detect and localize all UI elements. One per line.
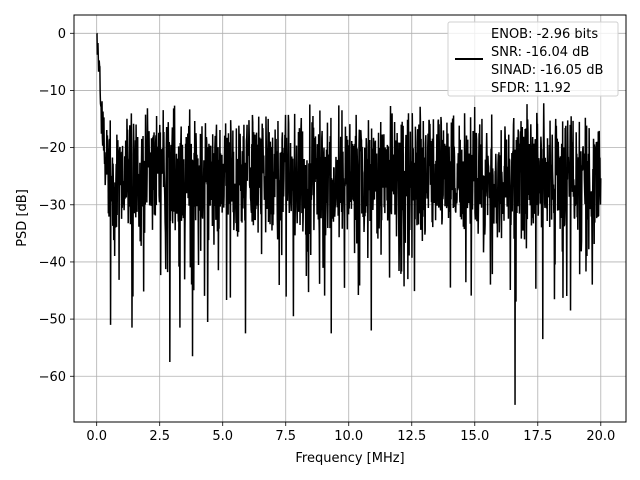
legend-label-line: SINAD: -16.05 dB xyxy=(491,63,603,78)
x-tick-label: 20.0 xyxy=(586,429,615,444)
x-tick-label: 5.0 xyxy=(212,429,233,444)
legend-label-line: ENOB: -2.96 bits xyxy=(491,27,598,42)
x-tick-label: 0.0 xyxy=(86,429,107,444)
x-tick-label: 2.5 xyxy=(149,429,170,444)
legend-label: ENOB: -2.96 bits SNR: -16.04 dB SINAD: -16… xyxy=(491,27,603,96)
legend-label-line: SNR: -16.04 dB xyxy=(491,45,589,60)
x-tick-label: 12.5 xyxy=(397,429,426,444)
x-tick-label: 17.5 xyxy=(523,429,552,444)
legend: ENOB: -2.96 bits SNR: -16.04 dB SINAD: -16… xyxy=(447,21,619,97)
y-tick-label: −30 xyxy=(39,198,66,213)
y-axis-ticks: 0 −10 −20 −30 −40 −50 −60 xyxy=(39,27,74,385)
legend-label-line: SFDR: 11.92 xyxy=(491,81,571,96)
y-tick-label: 0 xyxy=(58,27,66,42)
series-line-psd xyxy=(96,32,602,405)
x-tick-label: 7.5 xyxy=(275,429,296,444)
x-axis-ticks: 0.0 2.5 5.0 7.5 10.0 12.5 15.0 17.5 20.0 xyxy=(86,422,615,444)
x-tick-label: 15.0 xyxy=(460,429,489,444)
y-tick-label: −20 xyxy=(39,141,66,156)
y-tick-label: −10 xyxy=(39,84,66,99)
y-tick-label: −60 xyxy=(39,370,66,385)
plot-area xyxy=(96,32,602,405)
y-axis-label: PSD [dB] xyxy=(15,189,30,247)
axes-frame xyxy=(73,14,627,423)
legend-box xyxy=(447,21,619,97)
x-axis-label: Frequency [MHz] xyxy=(295,451,404,466)
y-tick-label: −40 xyxy=(39,255,66,270)
y-tick-label: −50 xyxy=(39,313,66,328)
x-tick-label: 10.0 xyxy=(334,429,363,444)
